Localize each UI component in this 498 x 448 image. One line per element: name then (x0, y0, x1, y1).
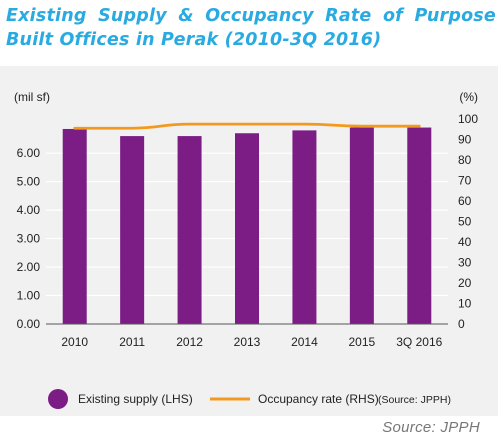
y-tick-label: 5.00 (17, 175, 41, 189)
line-layer (73, 122, 421, 130)
y-tick-label: 0.00 (17, 317, 41, 331)
bar (177, 136, 202, 324)
legend-source-note: (Source: JPPH) (378, 394, 451, 406)
chart-svg: 0.00 1.00 2.00 3.00 4.00 5.00 6.00 0 10 20 30 40 50 6… (14, 90, 479, 409)
chart-title: Existing Supply & Occupancy Rate of Purp… (6, 4, 496, 52)
axis-layer: 0.00 1.00 2.00 3.00 4.00 5.00 6.00 0 10 20 30 40 50 6… (17, 112, 479, 349)
y-axis-unit-label: (mil sf) (14, 90, 50, 104)
y-tick-label: 6.00 (17, 146, 41, 160)
y-tick-label: 1.00 (17, 289, 41, 303)
x-tick-label: 2013 (234, 335, 261, 349)
chart-title-line-2: Built Offices in Perak (2010-3Q 2016) (6, 30, 382, 50)
y2-tick-label: 80 (458, 153, 472, 167)
chart-title-line-1: Existing Supply & Occupancy Rate of Purp… (6, 6, 496, 26)
bar (407, 127, 432, 324)
y2-tick-label: 50 (458, 215, 472, 229)
bar (349, 127, 374, 324)
bar (62, 128, 87, 324)
chart-panel: 0.00 1.00 2.00 3.00 4.00 5.00 6.00 0 10 20 30 40 50 6… (0, 66, 498, 416)
y2-tick-label: 90 (458, 133, 472, 147)
bar (120, 136, 145, 324)
y2-axis-unit-label: (%) (459, 90, 478, 104)
y2-tick-label: 30 (458, 256, 472, 270)
x-tick-label: 2011 (119, 335, 145, 349)
bar (235, 133, 259, 324)
y-tick-label: 3.00 (17, 232, 41, 246)
x-tick-label: 2010 (61, 335, 88, 349)
y2-tick-label: 0 (458, 317, 465, 331)
y2-tick-label: 20 (458, 276, 472, 290)
y-tick-label: 4.00 (17, 203, 41, 217)
y2-tick-label: 100 (458, 112, 478, 126)
x-tick-label: 3Q 2016 (396, 335, 442, 349)
source-credit: Source: JPPH (382, 419, 480, 436)
legend-bar-label: Existing supply (LHS) (78, 392, 193, 406)
x-tick-label: 2015 (349, 335, 376, 349)
y2-tick-label: 10 (458, 297, 472, 311)
y-tick-label: 2.00 (17, 260, 41, 274)
y2-tick-label: 40 (458, 235, 472, 249)
x-tick-label: 2012 (176, 335, 203, 349)
y2-tick-label: 60 (458, 194, 472, 208)
y2-tick-label: 70 (458, 174, 472, 188)
bar (292, 130, 317, 324)
legend-bar-swatch (48, 389, 68, 409)
bar-layer (62, 127, 432, 324)
legend-line-label: Occupancy rate (RHS) (258, 392, 379, 406)
legend: Existing supply (LHS) Occupancy rate (RH… (48, 389, 451, 409)
x-tick-label: 2014 (291, 335, 318, 349)
